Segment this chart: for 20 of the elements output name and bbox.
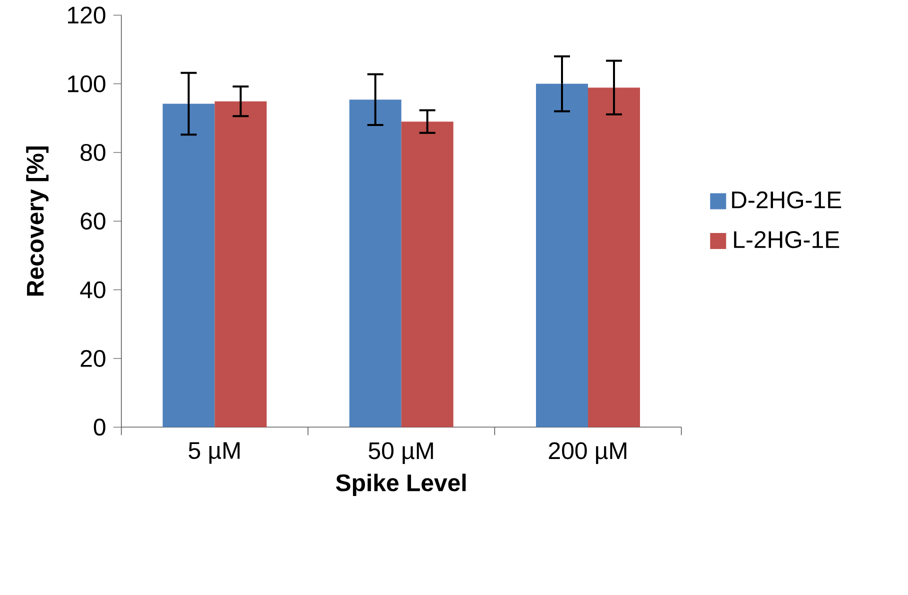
bar [349,99,402,427]
x-axis-title: Spike Level [336,474,466,496]
bar [536,84,588,427]
bar [162,104,215,427]
bar [588,87,640,427]
x-tick-label: 5 µM [188,442,240,464]
y-tick-label: 0 [94,418,106,436]
y-tick-label: 100 [68,75,106,92]
y-tick-label: 120 [68,6,106,24]
y-axis-title: Recovery [%] [26,146,49,296]
y-tick-label: 20 [80,350,106,367]
y-tick-label: 60 [80,212,106,230]
legend-label: L-2HG-1E [734,230,840,248]
legend-label: D-2HG-1E [732,191,842,208]
bar [401,121,454,427]
y-tick-label: 40 [80,281,106,298]
x-tick-label: 50 µM [368,442,433,464]
x-tick-label: 200 µM [548,442,626,464]
y-tick-label: 80 [80,144,106,161]
bar [214,101,267,427]
